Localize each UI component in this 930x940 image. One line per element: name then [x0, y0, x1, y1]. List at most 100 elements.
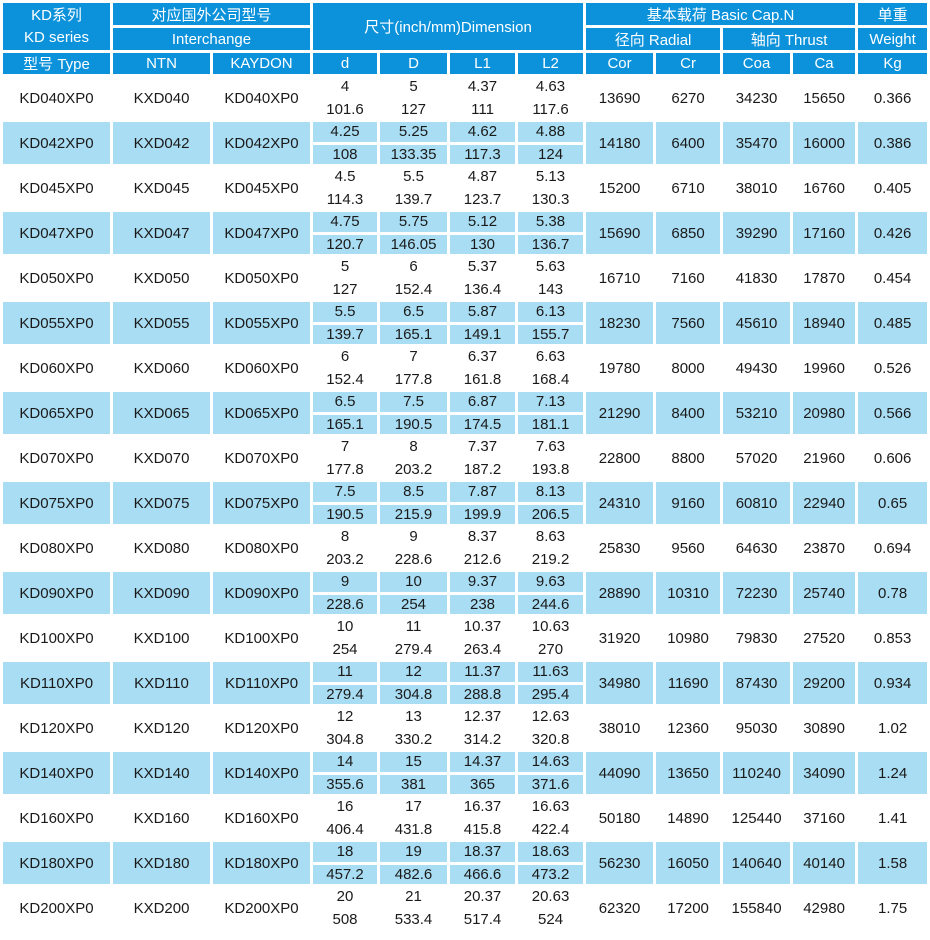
cell-type: KD045XP0 — [19, 179, 94, 197]
value-mm: 244.6 — [518, 594, 584, 614]
cell-type: KD080XP0 — [19, 539, 94, 557]
cell-cr: 6850 — [656, 212, 721, 254]
cell-ntn: KXD050 — [133, 269, 190, 287]
table-row: KD160XP0 KXD160 KD160XP0 16 406.4 17 431.8 16.3… — [3, 797, 927, 839]
cell-l2: 5.63 143 — [518, 257, 583, 299]
cell-d: 8 203.2 — [313, 527, 377, 569]
cell-coa: 60810 — [723, 482, 791, 524]
cell-ntn: KXD180 — [113, 842, 210, 884]
value-mm: 288.8 — [450, 684, 516, 704]
table-row: KD040XP0 KXD040 KD040XP0 4 101.6 5 127 4.37 111 4… — [3, 77, 927, 119]
cell-kg: 0.566 — [858, 392, 928, 434]
value-mm: 127 — [332, 280, 358, 298]
cell-coa: 45610 — [723, 302, 791, 344]
cell-cor: 50180 — [598, 809, 641, 827]
cell-kg: 0.606 — [873, 449, 912, 467]
cell-ca: 30890 — [803, 719, 845, 737]
value-mm: 181.1 — [518, 414, 584, 434]
cell-ca: 29200 — [793, 662, 856, 704]
header-interchange-en: Interchange — [113, 28, 311, 50]
cell-ca: 19960 — [803, 359, 845, 377]
value-mm: 482.6 — [380, 864, 448, 884]
table-row: KD065XP0 KXD065 KD065XP0 6.5 165.1 7.5 190.5 6.… — [3, 392, 928, 434]
value-mm: 219.2 — [531, 550, 570, 568]
cell-coa: 64630 — [735, 539, 778, 557]
value-inch: 4.62 — [450, 122, 516, 142]
cell-coa: 49430 — [735, 359, 778, 377]
cell-kaydon: KD050XP0 — [224, 269, 299, 287]
cell-kaydon: KD100XP0 — [224, 629, 299, 647]
value-inch: 20.37 — [463, 888, 502, 905]
cell-cor: 62320 — [598, 899, 641, 917]
value-mm: 254 — [332, 640, 358, 658]
table-row: KD090XP0 KXD090 KD090XP0 9 228.6 10 254 9.37 238… — [3, 572, 928, 614]
cell-kaydon: KD075XP0 — [213, 482, 311, 524]
value-inch: 5.12 — [450, 212, 516, 232]
value-mm: 371.6 — [518, 774, 584, 794]
cell-cr: 6400 — [656, 122, 721, 164]
cell-d: 5.25 133.35 — [380, 122, 448, 164]
cell-l2: 14.63 371.6 — [518, 752, 584, 794]
cell-kaydon: KD040XP0 — [224, 89, 299, 107]
cell-d: 10 254 — [380, 572, 448, 614]
cell-kaydon: KD045XP0 — [224, 179, 299, 197]
cell-d: 7 177.8 — [313, 437, 377, 479]
cell-d: 6 152.4 — [313, 347, 377, 389]
value-mm: 473.2 — [518, 864, 584, 884]
cell-cr: 12360 — [667, 719, 709, 737]
value-mm: 165.1 — [313, 414, 378, 434]
value-inch: 6 — [409, 258, 418, 275]
cell-kaydon: KD090XP0 — [213, 572, 311, 614]
value-inch: 14.63 — [518, 752, 584, 772]
value-inch: 8.63 — [535, 528, 566, 545]
cell-l2: 10.63 270 — [518, 617, 583, 659]
value-mm: 263.4 — [463, 640, 502, 658]
value-inch: 6.37 — [467, 348, 498, 365]
value-inch: 5.75 — [380, 212, 448, 232]
value-mm: 124 — [518, 144, 584, 164]
cell-kg: 1.41 — [877, 809, 908, 827]
cell-coa: 87430 — [723, 662, 791, 704]
cell-coa: 38010 — [735, 179, 778, 197]
value-mm: 117.3 — [450, 144, 516, 164]
value-inch: 4.88 — [518, 122, 584, 142]
value-inch: 7 — [409, 348, 418, 365]
value-inch: 14.37 — [450, 752, 516, 772]
value-mm: 355.6 — [313, 774, 378, 794]
cell-ntn: KXD080 — [133, 539, 190, 557]
cell-ca: 17870 — [803, 269, 845, 287]
cell-type: KD160XP0 — [19, 809, 94, 827]
cell-kg: 0.485 — [858, 302, 928, 344]
header-L1: L1 — [450, 53, 516, 74]
table-row: KD120XP0 KXD120 KD120XP0 12 304.8 13 330.2 12.3… — [3, 707, 927, 749]
value-inch: 4.5 — [334, 168, 356, 185]
value-inch: 17 — [405, 798, 422, 815]
cell-ntn: KXD110 — [113, 662, 210, 704]
cell-kaydon: KD065XP0 — [213, 392, 311, 434]
value-inch: 6.87 — [450, 392, 516, 412]
cell-d: 5 127 — [380, 77, 447, 119]
value-mm: 165.1 — [380, 324, 448, 344]
value-inch: 11 — [405, 618, 422, 635]
value-inch: 9.63 — [518, 572, 584, 592]
value-inch: 8 — [340, 528, 350, 545]
cell-d: 5.5 139.7 — [380, 167, 447, 209]
cell-kaydon: KD120XP0 — [224, 719, 299, 737]
header-coa: Coa — [723, 53, 791, 74]
cell-cr: 8000 — [671, 359, 705, 377]
cell-ntn: KXD140 — [113, 752, 210, 794]
cell-kg: 0.454 — [873, 269, 912, 287]
cell-kaydon: KD140XP0 — [213, 752, 311, 794]
cell-kaydon: KD110XP0 — [213, 662, 311, 704]
cell-d: 17 431.8 — [380, 797, 447, 839]
value-inch: 5.25 — [380, 122, 448, 142]
value-mm: 431.8 — [394, 820, 433, 838]
cell-l2: 5.13 130.3 — [518, 167, 583, 209]
cell-kaydon: KD180XP0 — [213, 842, 311, 884]
value-mm: 466.6 — [450, 864, 516, 884]
cell-l2: 18.63 473.2 — [518, 842, 584, 884]
table-row: KD055XP0 KXD055 KD055XP0 5.5 139.7 6.5 165.1 5.… — [3, 302, 928, 344]
cell-kaydon: KD042XP0 — [213, 122, 311, 164]
value-inch: 6.13 — [518, 302, 584, 322]
cell-l1: 5.37 136.4 — [450, 257, 515, 299]
